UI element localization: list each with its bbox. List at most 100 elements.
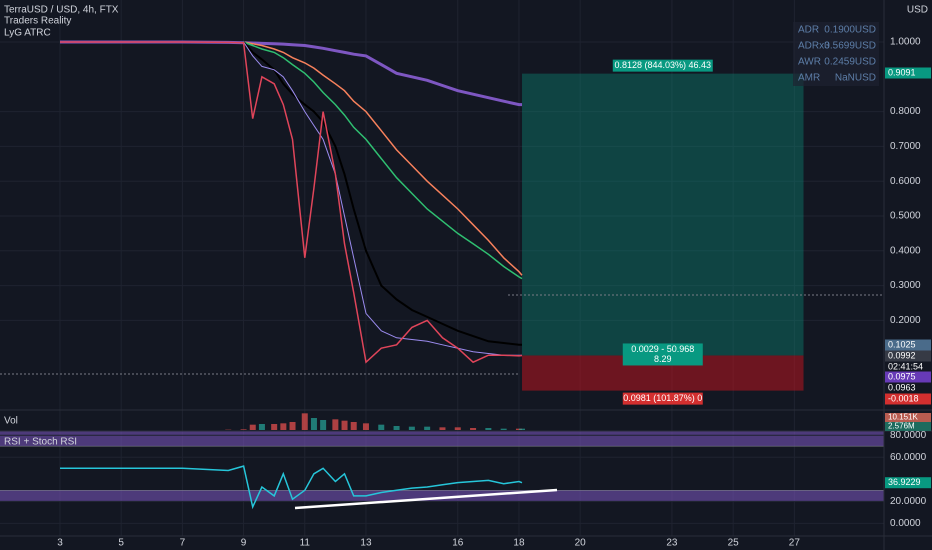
x-tick-label: 18 — [513, 538, 525, 549]
price-tag-bg — [885, 371, 931, 383]
stat-name: AWR — [798, 57, 821, 68]
x-tick-label: 3 — [57, 538, 63, 549]
indicator-name: Traders Reality — [4, 16, 71, 27]
volume-bar — [310, 418, 317, 430]
price-line — [242, 41, 522, 346]
volume-bar — [350, 422, 357, 430]
volume-tag: 2.576M — [888, 422, 915, 431]
y-tick-label: 0.5000 — [890, 211, 921, 222]
volume-bar — [519, 428, 526, 430]
rsi-title: RSI + Stoch RSI — [4, 437, 77, 448]
volume-bar — [439, 427, 446, 430]
rsi-tick-label: 80.0000 — [890, 430, 927, 441]
volume-bar — [332, 419, 339, 430]
volume-bar — [280, 423, 287, 430]
volume-bar — [320, 420, 327, 430]
price-line — [243, 41, 523, 276]
entry-label: 8.29 — [654, 354, 672, 364]
entry-label: 0.0029 - 50.968 — [631, 344, 694, 354]
volume-bar — [500, 428, 507, 430]
volume-bar — [258, 424, 265, 430]
volume-bar — [341, 420, 348, 430]
stat-value: 0.2459USD — [824, 57, 876, 68]
volume-bar — [470, 428, 477, 430]
rsi-tick-label: 60.0000 — [890, 452, 927, 463]
y-tick-label: 0.3000 — [890, 280, 921, 291]
x-tick-label: 9 — [241, 538, 247, 549]
x-tick-label: 5 — [118, 538, 124, 549]
rsi-line — [60, 465, 523, 510]
volume-bar — [301, 413, 308, 430]
price-tag: 0.9091 — [888, 67, 916, 77]
stat-name: ADRx3 — [798, 41, 830, 52]
volume-bar — [289, 422, 296, 430]
price-tag-bg — [885, 339, 931, 351]
rsi-band — [0, 490, 884, 502]
price-tag: 0.0963 — [888, 382, 916, 392]
x-tick-label: 27 — [789, 538, 801, 549]
stop-label-bg — [622, 392, 703, 405]
volume-bar — [424, 426, 431, 430]
volume-title: Vol — [4, 416, 18, 427]
plot-layer — [0, 0, 884, 536]
symbol-title: TerraUSD / USD, 4h, FTX — [4, 5, 119, 16]
price-tag: 0.0992 — [888, 350, 916, 360]
x-tick-label: 7 — [180, 538, 186, 549]
target-label-bg — [612, 59, 713, 72]
price-tag-bg — [885, 67, 931, 79]
volume-bar — [362, 423, 369, 430]
volume-bar — [454, 427, 461, 430]
stat-name: AMR — [798, 73, 820, 84]
stat-value: 0.5699USD — [824, 41, 876, 52]
volume-tag-bg — [885, 422, 931, 431]
stat-value: 0.1900USD — [824, 25, 876, 36]
stop-label: 0.0981 (101.87%) 0 — [623, 393, 702, 403]
price-tag: 0.1025 — [888, 339, 916, 349]
price-line — [243, 41, 522, 356]
x-tick-label: 13 — [360, 538, 372, 549]
x-tick-label: 16 — [452, 538, 464, 549]
x-tick-label: 20 — [575, 538, 587, 549]
volume-bar — [240, 429, 247, 430]
x-tick-label: 25 — [728, 538, 740, 549]
volume-bar — [393, 426, 400, 430]
stat-value: NaNUSD — [835, 73, 876, 84]
y-tick-label: 1.0000 — [890, 37, 921, 48]
volume-bar — [485, 428, 492, 430]
target-label: 0.8128 (844.03%) 46.43 — [614, 60, 711, 70]
stat-name: ADR — [798, 25, 819, 36]
rsi-band — [0, 431, 884, 447]
rsi-tag-bg — [885, 477, 931, 489]
price-line — [60, 41, 523, 364]
currency: USD — [907, 5, 928, 16]
x-tick-label: 23 — [666, 538, 678, 549]
y-tick-label: 0.8000 — [890, 106, 921, 117]
volume-bar — [249, 424, 256, 430]
price-tag-bg — [885, 382, 931, 394]
price-tag: 0.0975 — [888, 371, 916, 381]
rsi-tick-label: 20.0000 — [890, 496, 927, 507]
price-tag-bg — [885, 361, 931, 373]
x-tick-label: 11 — [300, 538, 311, 549]
price-tag-bg — [885, 350, 931, 362]
volume-bar — [515, 428, 522, 430]
rsi-tag: 36.9229 — [888, 477, 921, 487]
volume-bar — [271, 424, 278, 430]
profit-zone — [522, 73, 804, 356]
volume-bar — [378, 424, 385, 430]
price-tag: -0.0018 — [888, 393, 919, 403]
price-tag: 02:41:54 — [888, 361, 923, 371]
volume-tag: 10.151K — [888, 413, 918, 422]
y-tick-label: 0.2000 — [890, 315, 921, 326]
y-tick-label: 0.7000 — [890, 141, 921, 152]
price-tag-bg — [885, 393, 931, 405]
y-tick-label: 0.4000 — [890, 245, 921, 256]
trend-line — [294, 488, 558, 510]
price-line — [243, 41, 523, 280]
rsi-tick-label: 0.0000 — [890, 518, 921, 529]
volume-bar — [408, 426, 415, 430]
stats-panel — [793, 22, 879, 86]
entry-label-bg — [622, 343, 703, 366]
indicator-name: LyG ATRC — [4, 28, 51, 39]
